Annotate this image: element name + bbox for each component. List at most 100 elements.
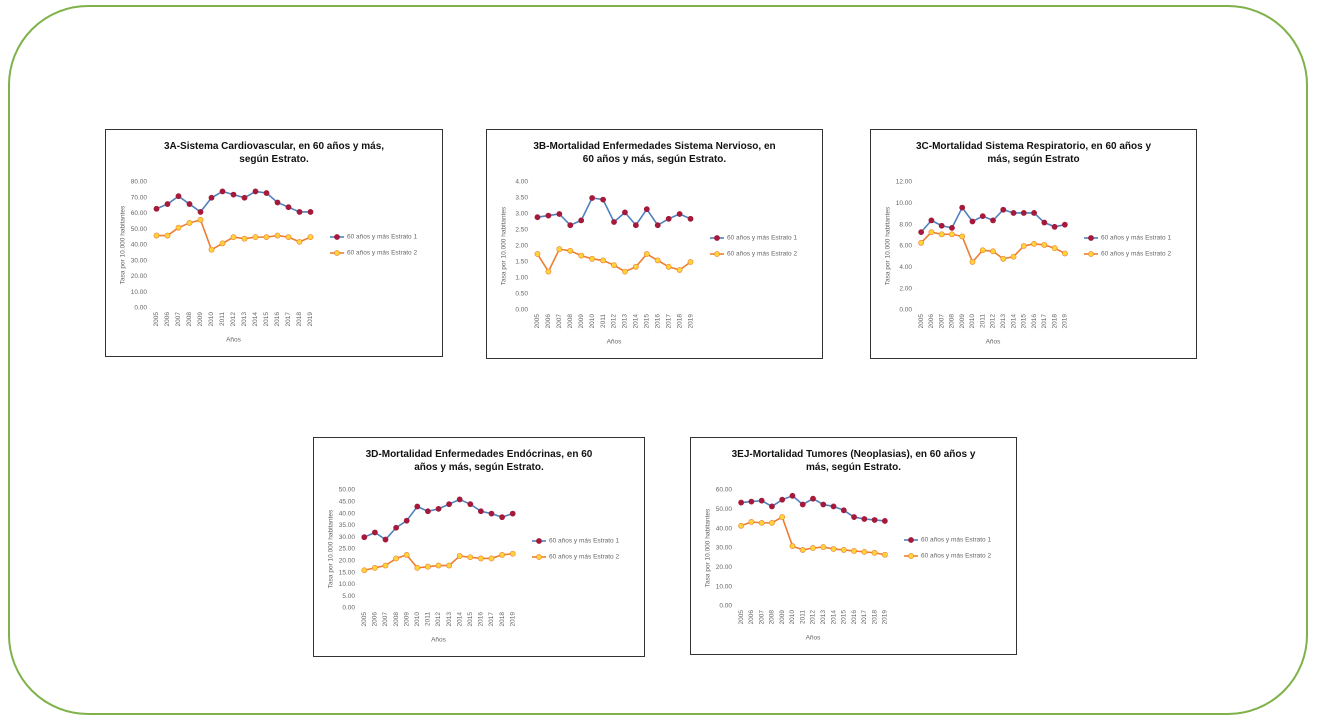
x-tick-label: 2014 bbox=[252, 312, 259, 327]
data-point bbox=[622, 268, 628, 275]
x-tick-label: 2005 bbox=[361, 612, 368, 627]
data-point bbox=[446, 562, 452, 569]
x-tick-label: 2013 bbox=[820, 610, 827, 625]
data-point bbox=[556, 211, 563, 217]
x-tick-label: 2008 bbox=[186, 312, 193, 327]
y-tick-label: 35.00 bbox=[339, 522, 356, 529]
y-tick-label: 8.00 bbox=[899, 221, 912, 228]
data-point bbox=[1010, 210, 1017, 216]
y-tick-label: 2.00 bbox=[899, 285, 912, 292]
y-axis-label: Tasa por 10.000 habitantes bbox=[501, 206, 508, 285]
x-tick-label: 2018 bbox=[296, 312, 303, 327]
x-tick-label: 2015 bbox=[841, 610, 848, 625]
data-point bbox=[632, 222, 639, 229]
data-point bbox=[230, 191, 237, 198]
data-point bbox=[789, 492, 796, 499]
data-point bbox=[219, 240, 226, 247]
data-point bbox=[175, 224, 182, 231]
chart: 3EJ-Mortalidad Tumores (Neoplasias), en … bbox=[690, 437, 1017, 655]
data-point bbox=[979, 247, 986, 254]
data-point bbox=[758, 497, 765, 504]
data-point bbox=[296, 238, 303, 245]
data-point bbox=[285, 204, 292, 211]
data-point bbox=[799, 501, 806, 508]
data-point bbox=[861, 548, 868, 555]
x-tick-label: 2017 bbox=[665, 314, 672, 329]
data-point bbox=[810, 495, 816, 502]
data-point bbox=[556, 246, 563, 253]
x-tick-label: 2018 bbox=[676, 314, 683, 329]
y-tick-label: 2.50 bbox=[515, 227, 528, 234]
y-tick-label: 10.00 bbox=[339, 581, 356, 588]
data-point bbox=[871, 517, 878, 523]
chart-plot: 0.00 5.00 10.00 15.00 20.00 25.00 30.00 35.00 40… bbox=[328, 487, 620, 644]
x-tick-label: 2019 bbox=[307, 312, 314, 327]
data-point bbox=[810, 545, 816, 551]
x-tick-label: 2018 bbox=[499, 612, 506, 627]
data-point bbox=[219, 188, 226, 195]
legend-marker bbox=[1088, 235, 1094, 241]
y-tick-label: 45.00 bbox=[339, 499, 356, 506]
data-point bbox=[676, 211, 683, 217]
data-point bbox=[600, 196, 606, 203]
data-point bbox=[241, 194, 248, 201]
data-point bbox=[164, 232, 171, 239]
slide-frame bbox=[8, 5, 1308, 715]
data-point bbox=[186, 220, 193, 226]
x-tick-label: 2013 bbox=[241, 312, 248, 327]
data-point bbox=[871, 549, 878, 556]
data-point bbox=[779, 496, 786, 503]
x-tick-label: 2015 bbox=[1021, 314, 1028, 329]
x-tick-label: 2010 bbox=[414, 612, 421, 627]
legend-marker bbox=[714, 251, 720, 257]
data-point bbox=[545, 268, 552, 275]
chart-title: 3A-Sistema Cardiovascular, en 60 años y … bbox=[163, 141, 385, 165]
data-point bbox=[665, 263, 672, 270]
data-point bbox=[881, 551, 888, 558]
data-point bbox=[578, 217, 585, 224]
y-tick-label: 20.00 bbox=[131, 273, 148, 280]
data-point bbox=[393, 524, 399, 531]
x-tick-label: 2009 bbox=[197, 312, 204, 327]
data-point bbox=[851, 548, 857, 554]
x-tick-label: 2014 bbox=[1010, 314, 1017, 329]
data-point bbox=[230, 234, 237, 241]
data-point bbox=[830, 546, 837, 552]
data-point bbox=[840, 547, 847, 553]
data-point bbox=[928, 229, 935, 236]
data-point bbox=[820, 544, 827, 550]
x-tick-label: 2019 bbox=[509, 612, 516, 627]
data-point bbox=[361, 534, 368, 541]
data-point bbox=[567, 247, 574, 254]
chart-title: 3B-Mortalidad Enfermedades Sistema Nervi… bbox=[533, 141, 776, 165]
data-point bbox=[632, 263, 639, 270]
data-point bbox=[830, 503, 837, 510]
y-tick-label: 2.00 bbox=[515, 243, 528, 250]
data-point bbox=[477, 555, 484, 562]
data-point bbox=[509, 550, 516, 557]
x-tick-label: 2018 bbox=[1051, 314, 1058, 329]
data-point bbox=[687, 259, 694, 265]
data-point bbox=[414, 564, 421, 571]
x-tick-label: 2006 bbox=[928, 314, 935, 329]
legend-label: 60 años y más Estrato 2 bbox=[921, 553, 991, 560]
x-tick-label: 2019 bbox=[687, 314, 694, 329]
legend-label: 60 años y más Estrato 1 bbox=[727, 235, 797, 242]
x-tick-label: 2005 bbox=[918, 314, 925, 329]
x-tick-label: 2009 bbox=[959, 314, 966, 329]
data-point bbox=[820, 501, 827, 508]
data-point bbox=[403, 517, 410, 524]
y-axis-label: Tasa por 10.000 habitantes bbox=[328, 509, 335, 588]
data-point bbox=[456, 553, 463, 559]
data-point bbox=[509, 510, 516, 517]
legend-marker bbox=[536, 538, 542, 544]
x-tick-label: 2006 bbox=[372, 612, 379, 627]
data-point bbox=[748, 498, 755, 505]
data-point bbox=[499, 514, 505, 521]
data-point bbox=[979, 213, 986, 220]
x-tick-label: 2016 bbox=[654, 314, 661, 329]
legend-marker bbox=[908, 553, 914, 559]
data-point bbox=[307, 234, 314, 241]
